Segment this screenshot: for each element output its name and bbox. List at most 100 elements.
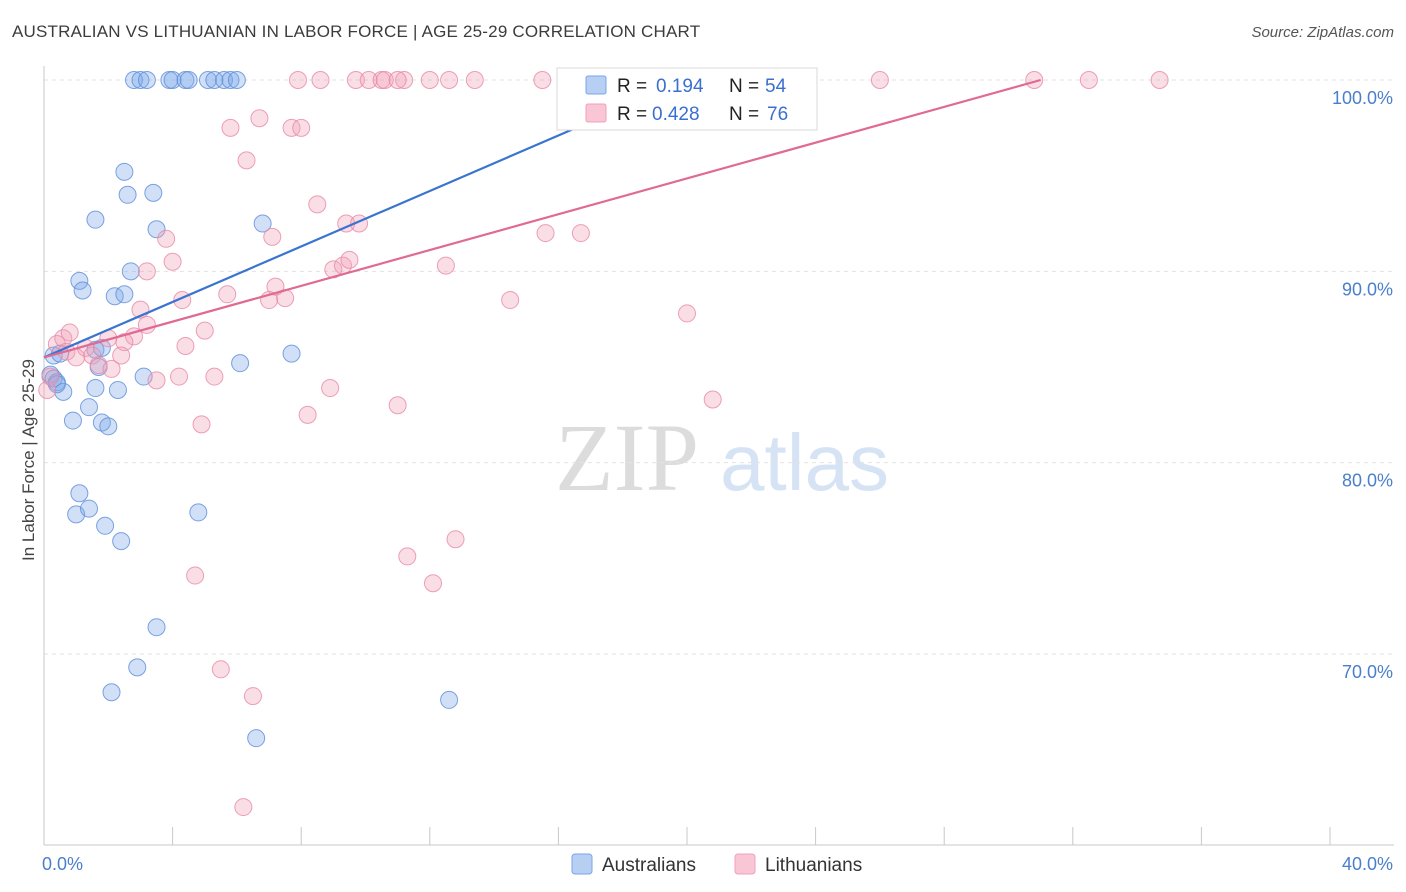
point-lithuanians — [292, 118, 311, 137]
y-tick-label: 90.0% — [1342, 279, 1393, 299]
point-lithuanians — [83, 346, 102, 365]
point-australians — [189, 503, 208, 522]
point-lithuanians — [420, 71, 439, 89]
chart-title: AUSTRALIAN VS LITHUANIAN IN LABOR FORCE … — [12, 22, 701, 41]
point-australians — [163, 71, 182, 89]
point-lithuanians — [1150, 71, 1169, 89]
point-australians — [80, 499, 99, 518]
source-credit: Source: ZipAtlas.com — [1251, 24, 1394, 41]
legend-r-value-1: 0.194 — [656, 76, 704, 97]
point-lithuanians — [1025, 71, 1044, 89]
point-australians — [147, 220, 166, 239]
point-australians — [115, 285, 134, 304]
point-australians — [70, 271, 89, 290]
point-lithuanians — [221, 118, 240, 137]
trend-lines — [43, 78, 1041, 359]
legend-n-label-2: N = — [729, 104, 759, 125]
point-australians — [440, 690, 459, 709]
y-tick-label: 80.0% — [1342, 471, 1393, 491]
point-lithuanians — [102, 359, 121, 378]
point-lithuanians — [311, 71, 330, 89]
legend-swatch-australians — [585, 75, 607, 95]
point-lithuanians — [243, 687, 262, 706]
point-australians — [282, 344, 301, 363]
point-lithuanians — [346, 71, 365, 89]
point-australians — [198, 71, 217, 89]
point-lithuanians — [398, 547, 417, 566]
point-lithuanians — [237, 151, 256, 170]
bottom-legend-label-australians: Australians — [602, 855, 696, 876]
point-lithuanians — [1079, 71, 1098, 89]
legend-swatch-lithuanians — [585, 103, 607, 123]
point-lithuanians — [192, 415, 211, 434]
watermark-zip: ZIP — [555, 404, 699, 511]
legend-n-label-1: N = — [729, 76, 759, 97]
point-australians — [125, 71, 144, 89]
point-australians — [227, 71, 246, 89]
point-lithuanians — [205, 367, 224, 386]
point-australians — [179, 71, 198, 89]
point-lithuanians — [501, 291, 520, 310]
point-lithuanians — [340, 250, 359, 269]
point-lithuanians — [112, 346, 131, 365]
point-lithuanians — [703, 390, 722, 409]
point-australians — [253, 214, 272, 233]
point-lithuanians — [321, 379, 340, 398]
point-lithuanians — [186, 566, 205, 585]
legend-n-value-1: 54 — [765, 76, 787, 97]
point-australians — [118, 185, 137, 204]
point-lithuanians — [533, 71, 552, 89]
point-lithuanians — [115, 333, 134, 352]
point-lithuanians — [170, 367, 189, 386]
point-australians — [115, 162, 134, 181]
point-australians — [231, 354, 250, 373]
point-australians — [121, 262, 140, 281]
point-lithuanians — [211, 660, 230, 679]
point-lithuanians — [38, 380, 57, 399]
point-australians — [205, 71, 224, 89]
point-lithuanians — [263, 227, 282, 246]
bottom-legend-swatch-lithuanians — [734, 853, 756, 875]
top-legend: R = 0.194 N = 54 R = 0.428 N = 76 — [556, 67, 818, 131]
point-lithuanians — [465, 71, 484, 89]
point-lithuanians — [176, 336, 195, 355]
y-axis-label: In Labor Force | Age 25-29 — [19, 359, 38, 561]
point-australians — [147, 618, 166, 637]
y-tick-label: 100.0% — [1332, 88, 1393, 108]
point-australians — [247, 729, 266, 748]
point-lithuanians — [436, 256, 455, 275]
point-lithuanians — [137, 262, 156, 281]
point-lithuanians — [395, 71, 414, 89]
point-lithuanians — [359, 71, 378, 89]
x-tick-label: 40.0% — [1342, 854, 1393, 874]
point-australians — [80, 398, 99, 417]
point-australians — [112, 532, 131, 551]
point-lithuanians — [298, 405, 317, 424]
point-lithuanians — [67, 348, 86, 367]
point-lithuanians — [440, 71, 459, 89]
point-lithuanians — [308, 195, 327, 214]
point-lithuanians — [375, 71, 394, 89]
point-lithuanians — [157, 229, 176, 248]
point-lithuanians — [147, 371, 166, 390]
point-lithuanians — [163, 252, 182, 271]
x-tick-labels: 0.0% 40.0% — [42, 854, 1393, 874]
point-australians — [144, 183, 163, 202]
point-lithuanians — [41, 367, 60, 386]
point-australians — [221, 71, 240, 89]
legend-r-label-1: R = — [617, 76, 647, 97]
y-tick-labels: 70.0% 80.0% 90.0% 100.0% — [1332, 88, 1393, 682]
point-australians — [137, 71, 156, 89]
point-lithuanians — [446, 530, 465, 549]
point-australians — [70, 484, 89, 503]
point-lithuanians — [536, 224, 555, 243]
x-tick-label: 0.0% — [42, 854, 83, 874]
point-australians — [63, 411, 82, 430]
point-lithuanians — [388, 396, 407, 415]
point-lithuanians — [218, 285, 237, 304]
point-lithuanians — [234, 798, 253, 817]
point-lithuanians — [388, 71, 407, 89]
point-australians — [54, 382, 73, 401]
point-lithuanians — [288, 71, 307, 89]
